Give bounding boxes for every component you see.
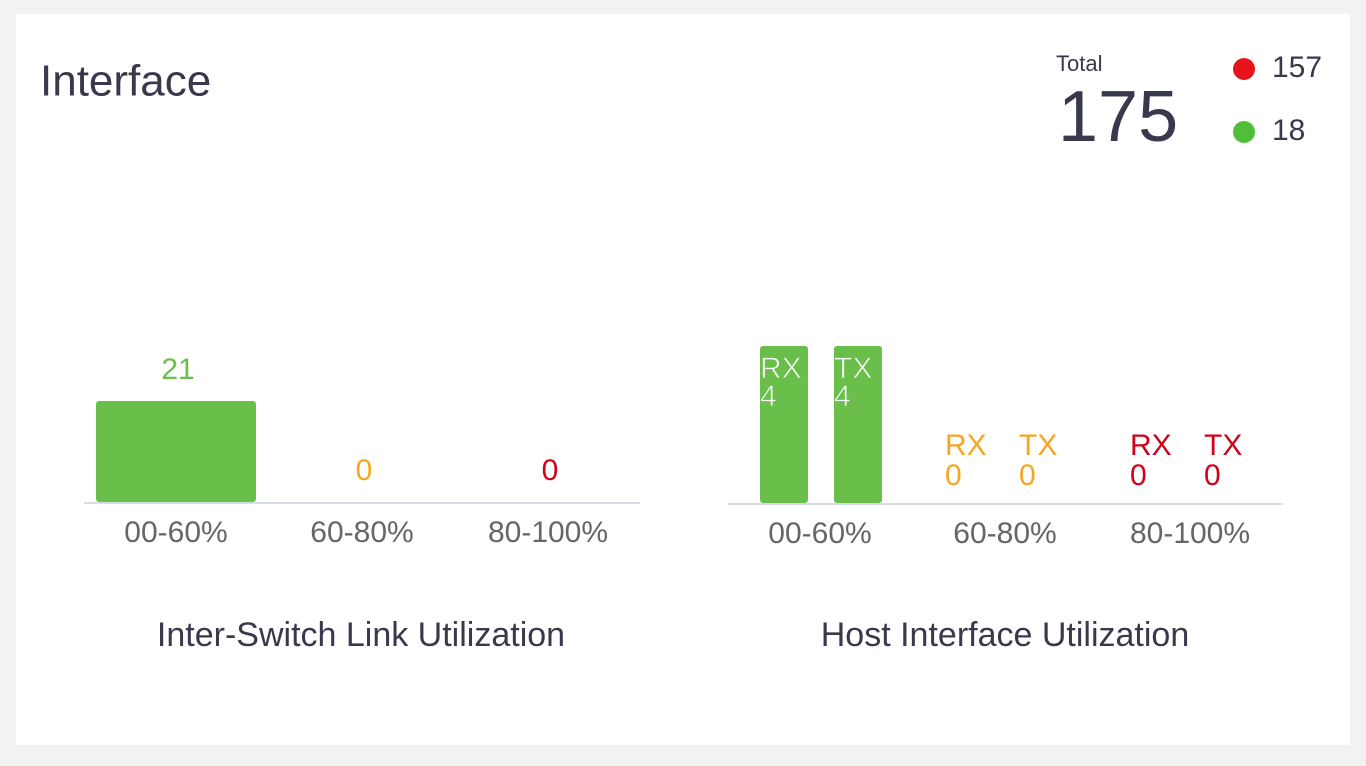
series-label: TX	[1204, 429, 1242, 462]
value-label: 4	[834, 380, 851, 413]
value-label: 0	[1019, 459, 1036, 492]
x-tick-label: 60-80%	[310, 516, 413, 549]
x-tick-label: 80-100%	[488, 516, 608, 549]
total-label: Total	[1056, 51, 1102, 76]
chart-title: Host Interface Utilization	[821, 616, 1190, 654]
chart-title: Inter-Switch Link Utilization	[157, 616, 565, 654]
status-count: 18	[1272, 114, 1305, 147]
total-value: 175	[1058, 77, 1178, 157]
card	[16, 14, 1350, 745]
value-label: 0	[542, 454, 559, 487]
value-label: 0	[945, 459, 962, 492]
status-count: 157	[1272, 51, 1322, 84]
value-label: 4	[760, 380, 777, 413]
bar	[760, 346, 808, 503]
status-dot	[1233, 58, 1255, 80]
series-label: RX	[1130, 429, 1172, 462]
x-tick-label: 60-80%	[953, 517, 1056, 550]
series-label: RX	[945, 429, 987, 462]
value-label: 0	[1130, 459, 1147, 492]
value-label: 21	[161, 353, 194, 386]
bar	[834, 346, 882, 503]
x-tick-label: 00-60%	[768, 517, 871, 550]
card-title: Interface	[40, 57, 211, 106]
series-label: TX	[1019, 429, 1057, 462]
value-label: 0	[1204, 459, 1221, 492]
bar	[96, 401, 256, 502]
x-tick-label: 80-100%	[1130, 517, 1250, 550]
status-dot	[1233, 121, 1255, 143]
series-label: RX	[760, 352, 802, 385]
series-label: TX	[834, 352, 872, 385]
x-tick-label: 00-60%	[124, 516, 227, 549]
value-label: 0	[356, 454, 373, 487]
